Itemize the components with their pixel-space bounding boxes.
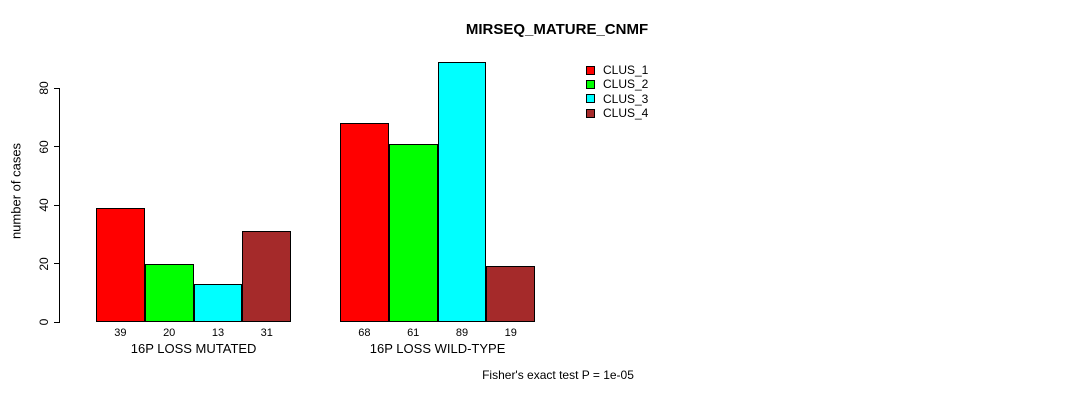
bar [437,61,487,322]
legend-entry: CLUS_1 [586,63,648,77]
bar-value-label: 31 [260,327,273,339]
bar-value-label: 68 [358,327,371,339]
bar [96,207,145,322]
y-tick-label: 80 [37,81,51,95]
y-tick-mark [54,204,59,206]
legend-label: CLUS_3 [603,91,649,106]
legend-swatch-icon [586,65,595,75]
legend-label: CLUS_2 [603,77,649,92]
y-axis-line [59,88,60,323]
legend-label: CLUS_1 [603,63,649,78]
y-tick-mark [54,263,59,264]
legend-swatch-icon [586,94,595,104]
y-tick-label: 0 [37,318,51,326]
y-tick-mark [54,87,59,89]
legend-entry: CLUS_4 [586,106,648,120]
y-tick-mark [54,146,59,147]
bar [193,283,243,322]
bar-value-label: 89 [455,327,469,339]
y-axis-label: number of cases [8,142,24,240]
bar-value-label: 13 [211,327,225,339]
group-label: 16P LOSS MUTATED [130,341,257,356]
group-label: 16P LOSS WILD-TYPE [369,341,506,356]
footnote: Fisher's exact test P = 1e-05 [482,368,634,382]
bar [340,123,389,322]
legend: CLUS_1 CLUS_2 CLUS_3 CLUS_4 [586,63,648,120]
bar-value-label: 61 [407,327,420,339]
legend-label: CLUS_4 [603,106,649,121]
y-tick-label: 20 [37,256,51,271]
legend-swatch-icon [586,108,595,118]
legend-entry: CLUS_2 [586,77,648,91]
bar-value-label: 20 [163,327,176,339]
legend-swatch-icon [586,79,595,89]
bar [144,263,194,322]
bar-value-label: 39 [114,327,127,339]
bar [388,143,438,322]
bar [242,231,292,322]
y-tick-label: 40 [37,198,51,212]
y-tick-mark [54,321,59,323]
legend-entry: CLUS_3 [586,92,648,106]
bar-value-label: 19 [504,327,517,339]
y-tick-label: 60 [37,139,51,154]
bar [486,266,536,322]
chart-title: MIRSEQ_MATURE_CNMF [465,21,649,38]
